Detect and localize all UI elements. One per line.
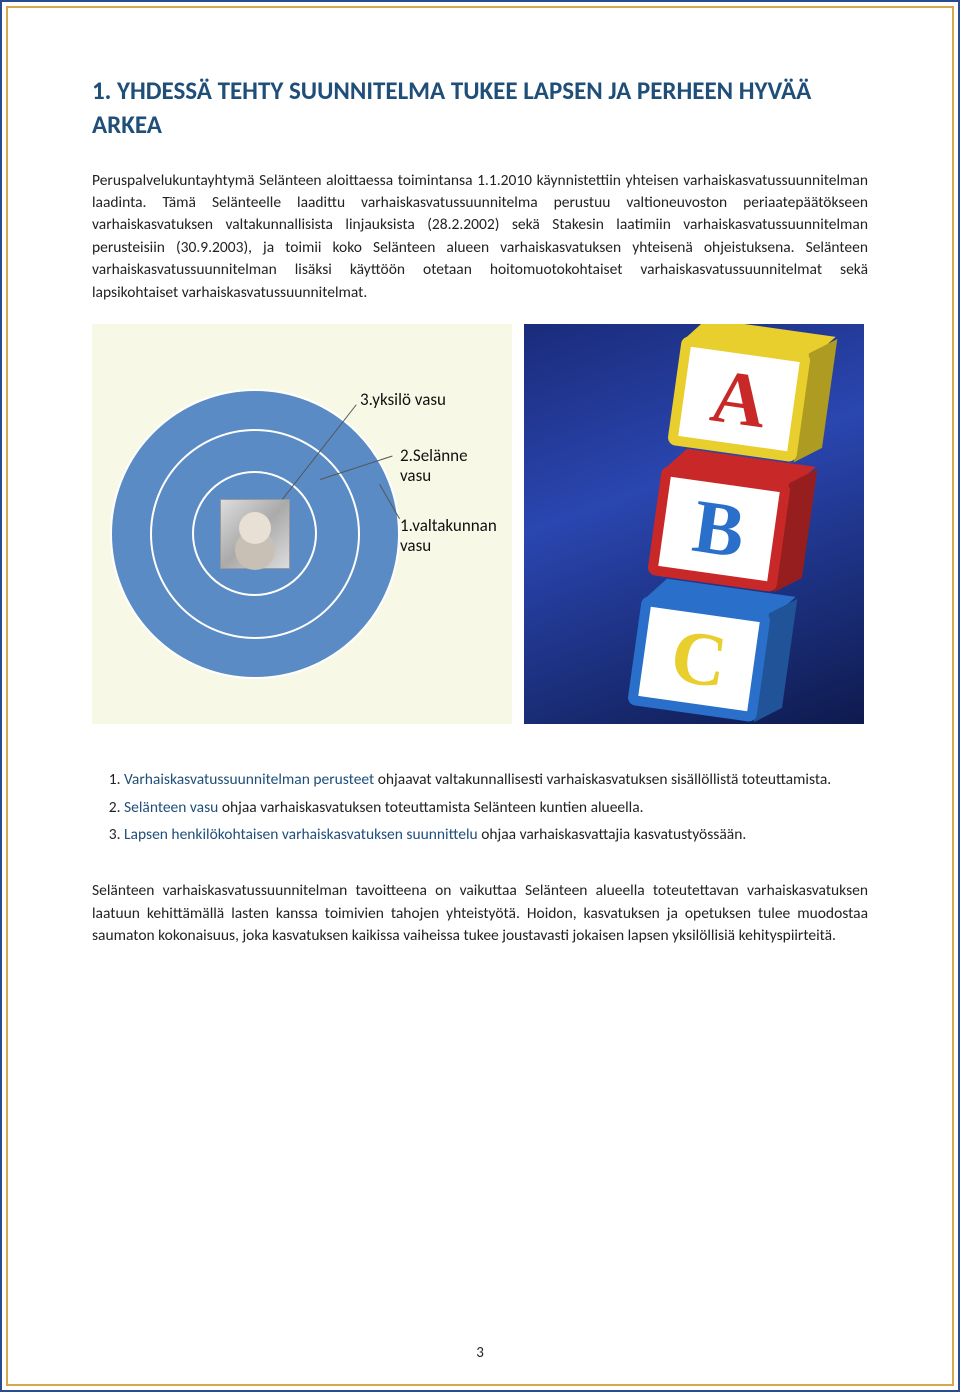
diagram-label-2b: vasu: [400, 466, 431, 486]
block-b: B: [647, 466, 791, 593]
child-photo-placeholder: [220, 499, 290, 569]
concentric-circles-diagram: 3.yksilö vasu 2.Selänne vasu 1.valtakunn…: [92, 324, 512, 724]
list-item-3-lead: Lapsen henkilökohtaisen varhaiskasvatuks…: [124, 825, 478, 844]
page-heading: 1. YHDESSÄ TEHTY SUUNNITELMA TUKEE LAPSE…: [92, 74, 868, 142]
numbered-list: Varhaiskasvatussuunnitelman perusteet oh…: [92, 768, 868, 846]
list-item-3-rest: ohjaa varhaiskasvattajia kasvatustyössää…: [478, 825, 747, 844]
closing-paragraph: Selänteen varhaiskasvatussuunnitelman ta…: [92, 880, 868, 947]
block-a: A: [667, 336, 811, 463]
list-item-2-lead: Selänteen vasu: [124, 798, 218, 817]
diagram-label-1b: vasu: [400, 536, 431, 556]
block-c-letter: C: [666, 612, 732, 706]
list-item-2-rest: ohjaa varhaiskasvatuksen toteuttamista S…: [218, 798, 643, 817]
list-item-1: Varhaiskasvatussuunnitelman perusteet oh…: [124, 768, 868, 791]
block-b-letter: B: [688, 483, 750, 576]
block-a-letter: A: [706, 352, 772, 446]
list-item-1-lead: Varhaiskasvatussuunnitelman perusteet: [124, 770, 374, 789]
diagram-label-3: 3.yksilö vasu: [360, 390, 446, 410]
page-number: 3: [2, 1344, 958, 1362]
diagram-row: 3.yksilö vasu 2.Selänne vasu 1.valtakunn…: [92, 324, 868, 724]
list-item-1-rest: ohjaavat valtakunnallisesti varhaiskasva…: [374, 770, 831, 789]
block-c: C: [627, 596, 771, 723]
list-item-3: Lapsen henkilökohtaisen varhaiskasvatuks…: [124, 823, 868, 846]
intro-paragraph: Peruspalvelukuntayhtymä Selänteen aloitt…: [92, 170, 868, 305]
diagram-label-1a: 1.valtakunnan: [400, 516, 497, 536]
diagram-label-2a: 2.Selänne: [400, 446, 468, 466]
abc-blocks-image: A B C: [524, 324, 864, 724]
list-item-2: Selänteen vasu ohjaa varhaiskasvatuksen …: [124, 796, 868, 819]
document-page: 1. YHDESSÄ TEHTY SUUNNITELMA TUKEE LAPSE…: [0, 0, 960, 1392]
